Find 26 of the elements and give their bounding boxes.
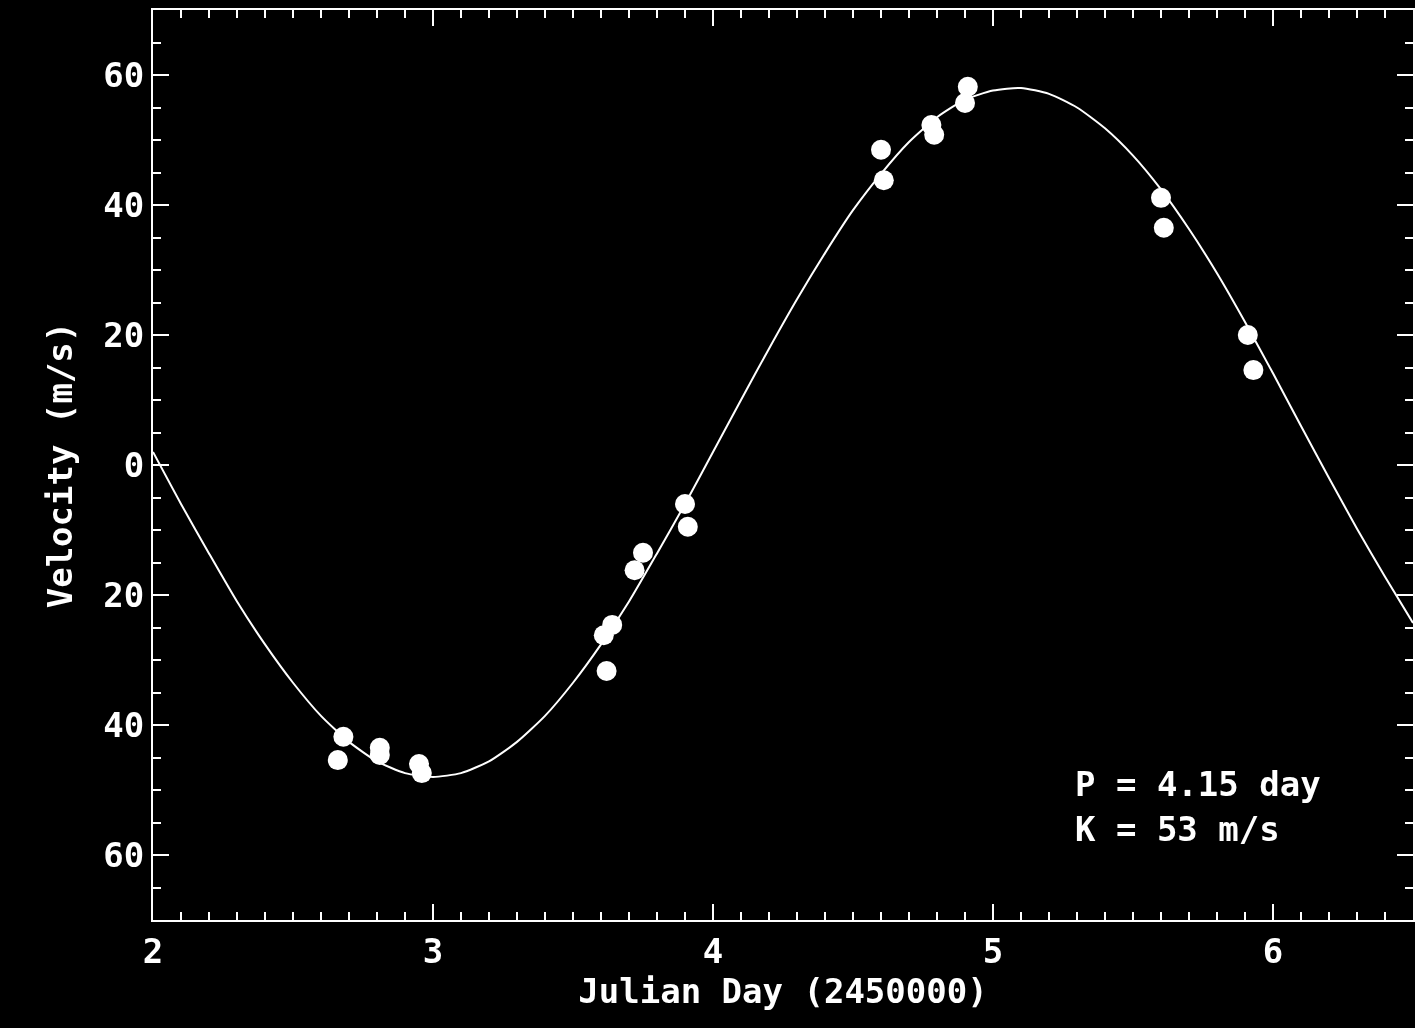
x-tick-label: 3 bbox=[422, 930, 444, 971]
point bbox=[596, 661, 617, 682]
y-tick-label: 0 bbox=[123, 444, 145, 485]
annotation: P = 4.15 day bbox=[1075, 764, 1321, 804]
y-tick-label: 40 bbox=[103, 704, 145, 745]
x-tick-label: 4 bbox=[702, 930, 724, 971]
point bbox=[633, 542, 653, 563]
point bbox=[957, 76, 978, 97]
y-tick-label: 40 bbox=[103, 184, 145, 225]
y-tick-label: 20 bbox=[103, 314, 145, 355]
point bbox=[924, 124, 945, 145]
y-tick-label: 20 bbox=[103, 574, 145, 615]
point bbox=[1243, 360, 1264, 381]
y-axis-title: Velocity (m/s) bbox=[40, 321, 81, 609]
point bbox=[1153, 217, 1174, 238]
x-tick-label: 6 bbox=[1262, 930, 1284, 971]
x-tick-label: 5 bbox=[982, 930, 1004, 971]
x-tick-label: 2 bbox=[142, 930, 164, 971]
point bbox=[624, 560, 645, 581]
y-tick-label: 60 bbox=[103, 54, 145, 95]
annotation: K = 53 m/s bbox=[1075, 809, 1280, 849]
x-axis-title: Julian Day (2450000) bbox=[578, 970, 988, 1011]
point bbox=[327, 750, 348, 771]
y-tick-label: 60 bbox=[103, 834, 145, 875]
point bbox=[677, 516, 698, 537]
point bbox=[871, 139, 891, 160]
